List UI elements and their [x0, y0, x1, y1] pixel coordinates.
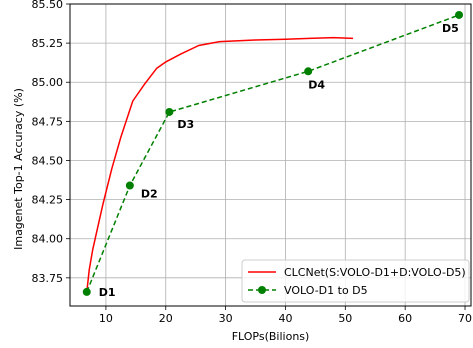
x-tick-label: 70 — [458, 312, 472, 325]
plot-frame — [69, 3, 472, 307]
x-tick-label: 50 — [338, 312, 352, 325]
x-tick-label: 10 — [99, 312, 113, 325]
series-layer — [82, 10, 464, 296]
legend-entry: VOLO-D1 to D5 — [284, 284, 368, 297]
legend-marker — [258, 286, 266, 294]
point-label: D4 — [308, 78, 325, 91]
legend-box — [241, 259, 470, 303]
point-label: D3 — [177, 118, 194, 131]
x-axis-label: FLOPs(Bilions) — [232, 330, 310, 343]
y-tick-label: 84.75 — [32, 115, 64, 128]
series-point — [125, 181, 134, 190]
point-label: D2 — [141, 188, 158, 201]
series-line-0 — [86, 36, 354, 292]
grid — [70, 3, 471, 306]
y-tick-label: 85.50 — [32, 0, 64, 11]
y-axis: 83.75 84.00 84.25 84.50 84.75 85.00 85.25 85.50 — [32, 0, 70, 285]
legend: CLCNet(S:VOLO-D1+D:VOLO-D5) VOLO-D1 to D5 — [241, 259, 470, 303]
x-tick-label: 60 — [398, 312, 412, 325]
y-axis-label: Imagenet Top-1 Accuracy (%) — [12, 88, 25, 250]
series-point — [82, 287, 91, 296]
legend-entry: CLCNet(S:VOLO-D1+D:VOLO-D5) — [284, 266, 466, 279]
point-label: D1 — [99, 286, 116, 299]
point-label: D5 — [442, 22, 459, 35]
y-tick-label: 85.00 — [32, 76, 64, 89]
y-tick-label: 83.75 — [32, 272, 64, 285]
x-tick-label: 40 — [278, 312, 292, 325]
y-tick-label: 85.25 — [32, 37, 64, 50]
series-line-1 — [86, 14, 460, 293]
y-tick-label: 84.25 — [32, 194, 64, 207]
x-axis: 10 20 30 40 50 60 70 — [99, 306, 472, 325]
series-point — [165, 107, 174, 116]
x-tick-label: 20 — [159, 312, 173, 325]
x-tick-label: 30 — [219, 312, 233, 325]
y-tick-label: 84.00 — [32, 233, 64, 246]
series-point — [304, 67, 313, 76]
y-tick-label: 84.50 — [32, 154, 64, 167]
point-labels: D1 D2 D3 D4 D5 — [99, 22, 459, 299]
series-point — [455, 10, 464, 19]
